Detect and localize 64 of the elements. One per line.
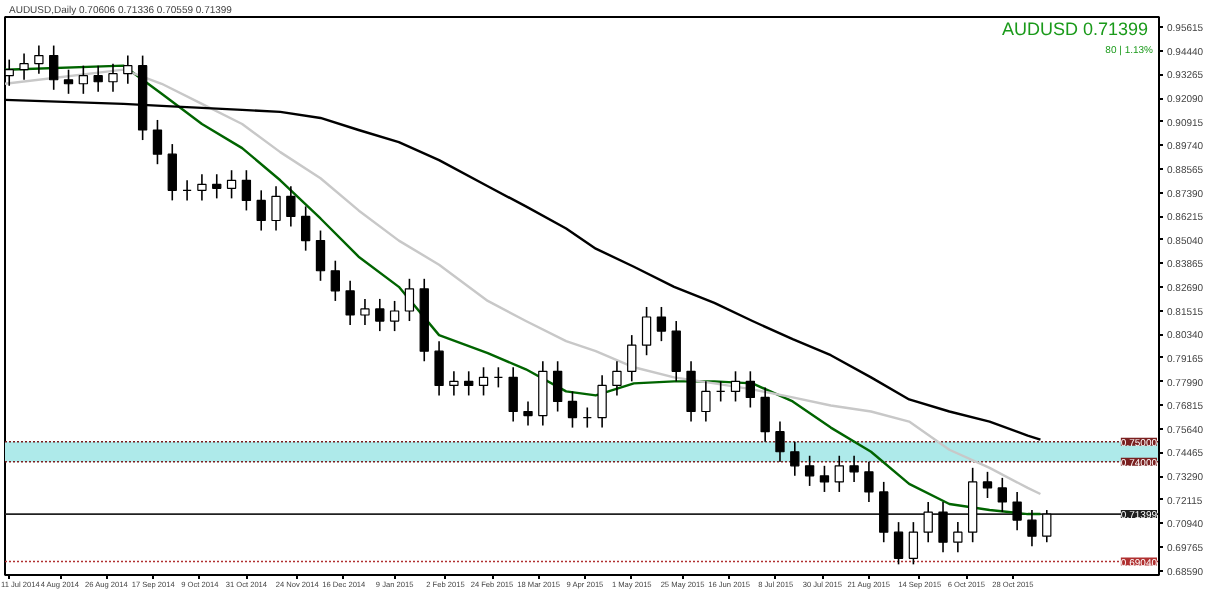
candlestick <box>434 340 444 397</box>
candlestick <box>1012 491 1022 531</box>
candlestick <box>819 465 830 493</box>
candlestick <box>241 169 252 212</box>
candlestick <box>152 119 163 165</box>
candlestick <box>49 44 59 91</box>
candlestick <box>567 390 578 429</box>
candlestick <box>375 298 385 332</box>
candlestick <box>938 501 948 554</box>
candlestick <box>271 185 281 232</box>
candlestick <box>167 143 177 202</box>
candlestick <box>330 259 340 302</box>
candlestick <box>656 306 667 342</box>
candlestick <box>775 420 785 463</box>
candlestick <box>108 62 118 93</box>
candlestick <box>523 400 533 427</box>
candlestick <box>301 205 311 252</box>
candlestick <box>508 366 518 423</box>
candlestick <box>730 370 741 403</box>
candlestick <box>478 366 489 397</box>
candlestick <box>552 360 563 413</box>
candlestick <box>360 298 370 326</box>
candlestick <box>63 68 74 95</box>
candlestick <box>256 189 266 232</box>
candlestick <box>908 521 919 566</box>
annotation: AUDUSD 0.71399 <box>1001 19 1149 39</box>
candlestick <box>745 370 756 409</box>
candlestick <box>671 320 681 383</box>
candlestick <box>597 374 607 429</box>
candlestick <box>345 280 355 326</box>
candlestick <box>893 521 904 566</box>
candlestick <box>686 360 696 423</box>
candlestick <box>34 44 44 75</box>
candlestick <box>923 501 933 544</box>
candlestick <box>834 454 844 493</box>
candlestick <box>1027 509 1037 548</box>
candlestick <box>538 360 548 427</box>
candlestick <box>879 481 889 544</box>
candlestick <box>123 54 133 85</box>
candlestick <box>449 370 459 397</box>
candlestick <box>790 440 800 477</box>
candlestick <box>804 454 815 487</box>
candlestick <box>78 64 89 95</box>
candlestick <box>315 229 326 282</box>
candlestick <box>864 460 874 503</box>
candlestick <box>212 173 222 200</box>
candlestick <box>760 386 770 443</box>
candlestick <box>982 471 993 499</box>
candlestick <box>226 169 237 200</box>
candlestick <box>701 380 711 423</box>
candlestick <box>389 300 400 332</box>
candlestick <box>19 52 29 81</box>
candlestick <box>404 278 415 322</box>
candlestick <box>953 521 963 554</box>
candlestick <box>93 64 103 93</box>
candlestick <box>641 306 652 357</box>
candlestick <box>286 185 296 228</box>
candlestick <box>1042 509 1052 544</box>
candlestick <box>997 477 1007 513</box>
candlestick <box>627 334 637 383</box>
candlestick <box>849 454 859 483</box>
candlestick <box>197 173 207 202</box>
candlestick <box>612 360 622 397</box>
candlestick <box>464 370 474 397</box>
